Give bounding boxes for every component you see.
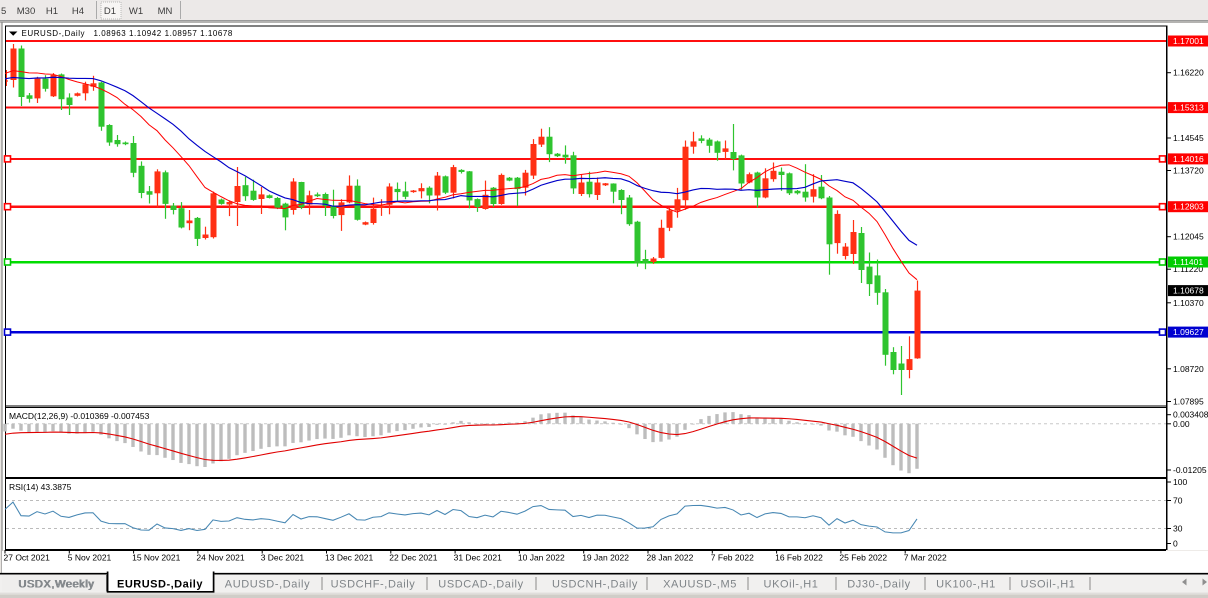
svg-text:RSI(14) 43.3875: RSI(14) 43.3875 (9, 482, 72, 492)
svg-text:D1: D1 (104, 6, 116, 17)
svg-text:7 Mar 2022: 7 Mar 2022 (904, 553, 947, 563)
svg-text:1.08963 1.10942 1.08957 1.1067: 1.08963 1.10942 1.08957 1.10678 (94, 29, 233, 38)
svg-text:XAUUSD-,M5: XAUUSD-,M5 (663, 579, 737, 591)
svg-text:30: 30 (1173, 524, 1183, 534)
svg-text:27 Oct 2021: 27 Oct 2021 (4, 553, 51, 563)
svg-text:H1: H1 (46, 6, 58, 17)
svg-text:USDCNH-,Daily: USDCNH-,Daily (552, 579, 638, 591)
svg-text:16 Feb 2022: 16 Feb 2022 (775, 553, 823, 563)
svg-text:M30: M30 (17, 6, 35, 17)
svg-text:USDCAD-,Daily: USDCAD-,Daily (438, 579, 523, 591)
svg-text:1.13720: 1.13720 (1173, 166, 1204, 176)
svg-text:5 Nov 2021: 5 Nov 2021 (68, 553, 112, 563)
svg-text:1.07895: 1.07895 (1173, 397, 1204, 407)
svg-text:1.14545: 1.14545 (1173, 133, 1204, 143)
svg-text:1.08720: 1.08720 (1173, 364, 1204, 374)
svg-text:W1: W1 (129, 6, 143, 17)
svg-text:28 Jan 2022: 28 Jan 2022 (647, 553, 694, 563)
svg-text:25 Feb 2022: 25 Feb 2022 (839, 553, 887, 563)
svg-text:5: 5 (1, 6, 6, 17)
svg-text:1.10678: 1.10678 (1173, 286, 1204, 296)
svg-text:7 Feb 2022: 7 Feb 2022 (711, 553, 754, 563)
svg-text:3 Dec 2021: 3 Dec 2021 (261, 553, 305, 563)
svg-text:H4: H4 (72, 6, 84, 17)
svg-text:0.00: 0.00 (1173, 419, 1190, 429)
svg-text:13 Dec 2021: 13 Dec 2021 (325, 553, 373, 563)
svg-text:1.09627: 1.09627 (1173, 327, 1204, 337)
svg-text:1.12803: 1.12803 (1173, 202, 1204, 212)
svg-text:24 Nov 2021: 24 Nov 2021 (196, 553, 244, 563)
svg-text:0.003408: 0.003408 (1173, 410, 1208, 420)
svg-text:70: 70 (1173, 496, 1183, 506)
svg-text:19 Jan 2022: 19 Jan 2022 (582, 553, 629, 563)
svg-text:1.17001: 1.17001 (1173, 36, 1204, 46)
svg-text:1.10370: 1.10370 (1173, 298, 1204, 308)
svg-text:USDCHF-,Daily: USDCHF-,Daily (331, 579, 416, 591)
svg-text:1.12045: 1.12045 (1173, 232, 1204, 242)
svg-text:DJ30-,Daily: DJ30-,Daily (847, 579, 910, 591)
svg-text:1.11220: 1.11220 (1173, 264, 1203, 274)
svg-text:1.11401: 1.11401 (1173, 257, 1203, 267)
svg-text:UKOil-,H1: UKOil-,H1 (764, 579, 819, 591)
svg-text:100: 100 (1173, 477, 1187, 487)
svg-text:22 Dec 2021: 22 Dec 2021 (389, 553, 437, 563)
svg-text:1.14016: 1.14016 (1173, 154, 1204, 164)
svg-text:EURUSD-,Daily: EURUSD-,Daily (117, 579, 203, 591)
svg-text:10 Jan 2022: 10 Jan 2022 (518, 553, 565, 563)
svg-text:31 Dec 2021: 31 Dec 2021 (454, 553, 502, 563)
svg-text:-0.01205: -0.01205 (1173, 465, 1207, 475)
svg-text:MACD(12,26,9) -0.010369 -0.007: MACD(12,26,9) -0.010369 -0.007453 (9, 411, 150, 421)
svg-text:0: 0 (1173, 539, 1178, 549)
svg-text:1.16220: 1.16220 (1173, 68, 1204, 78)
svg-text:1.15313: 1.15313 (1173, 103, 1204, 113)
svg-text:MN: MN (158, 6, 173, 17)
svg-text:AUDUSD-,Daily: AUDUSD-,Daily (225, 579, 310, 591)
svg-text:USDX,Weekly: USDX,Weekly (18, 579, 94, 591)
svg-text:UK100-,H1: UK100-,H1 (936, 579, 996, 591)
svg-text:15 Nov 2021: 15 Nov 2021 (132, 553, 180, 563)
svg-text:EURUSD-,Daily: EURUSD-,Daily (22, 29, 86, 38)
svg-text:USOil-,H1: USOil-,H1 (1021, 579, 1076, 591)
svg-text:USDX,Weekly: USDX,Weekly (19, 579, 95, 591)
